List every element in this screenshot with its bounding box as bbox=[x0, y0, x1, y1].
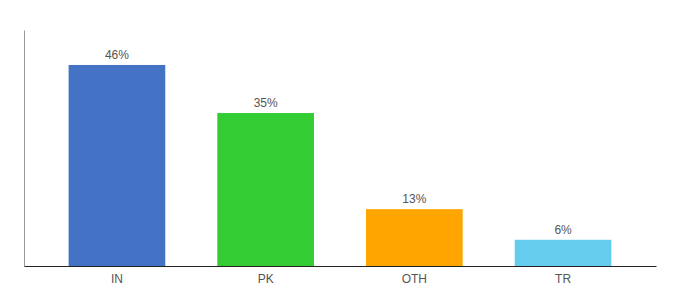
x-tick: OTH bbox=[402, 272, 427, 286]
x-axis-line bbox=[25, 266, 657, 267]
x-axis: IN PK OTH TR bbox=[25, 267, 657, 286]
x-tick-label: OTH bbox=[402, 272, 427, 286]
bar bbox=[69, 65, 166, 266]
x-tick-label: PK bbox=[258, 272, 274, 286]
bar bbox=[217, 113, 314, 266]
chart-container: IN PK OTH TR 46% 35% 13% 6% bbox=[0, 0, 680, 300]
bar bbox=[515, 240, 612, 266]
data-label: 6% bbox=[554, 223, 572, 237]
data-label: 13% bbox=[402, 192, 426, 206]
x-tick-label: TR bbox=[555, 272, 571, 286]
x-tick-label: IN bbox=[111, 272, 123, 286]
y-axis bbox=[24, 31, 25, 267]
plot-area: IN PK OTH TR 46% 35% 13% 6% bbox=[25, 31, 657, 286]
data-labels: 46% 35% 13% 6% bbox=[105, 48, 572, 237]
x-tick: PK bbox=[258, 272, 274, 286]
x-tick: TR bbox=[555, 272, 571, 286]
y-axis-line bbox=[24, 31, 25, 267]
bar bbox=[366, 209, 463, 266]
x-tick: IN bbox=[111, 272, 123, 286]
data-label: 35% bbox=[254, 96, 278, 110]
chart-svg: IN PK OTH TR 46% 35% 13% 6% bbox=[0, 0, 680, 300]
bars bbox=[69, 65, 612, 266]
data-label: 46% bbox=[105, 48, 129, 62]
